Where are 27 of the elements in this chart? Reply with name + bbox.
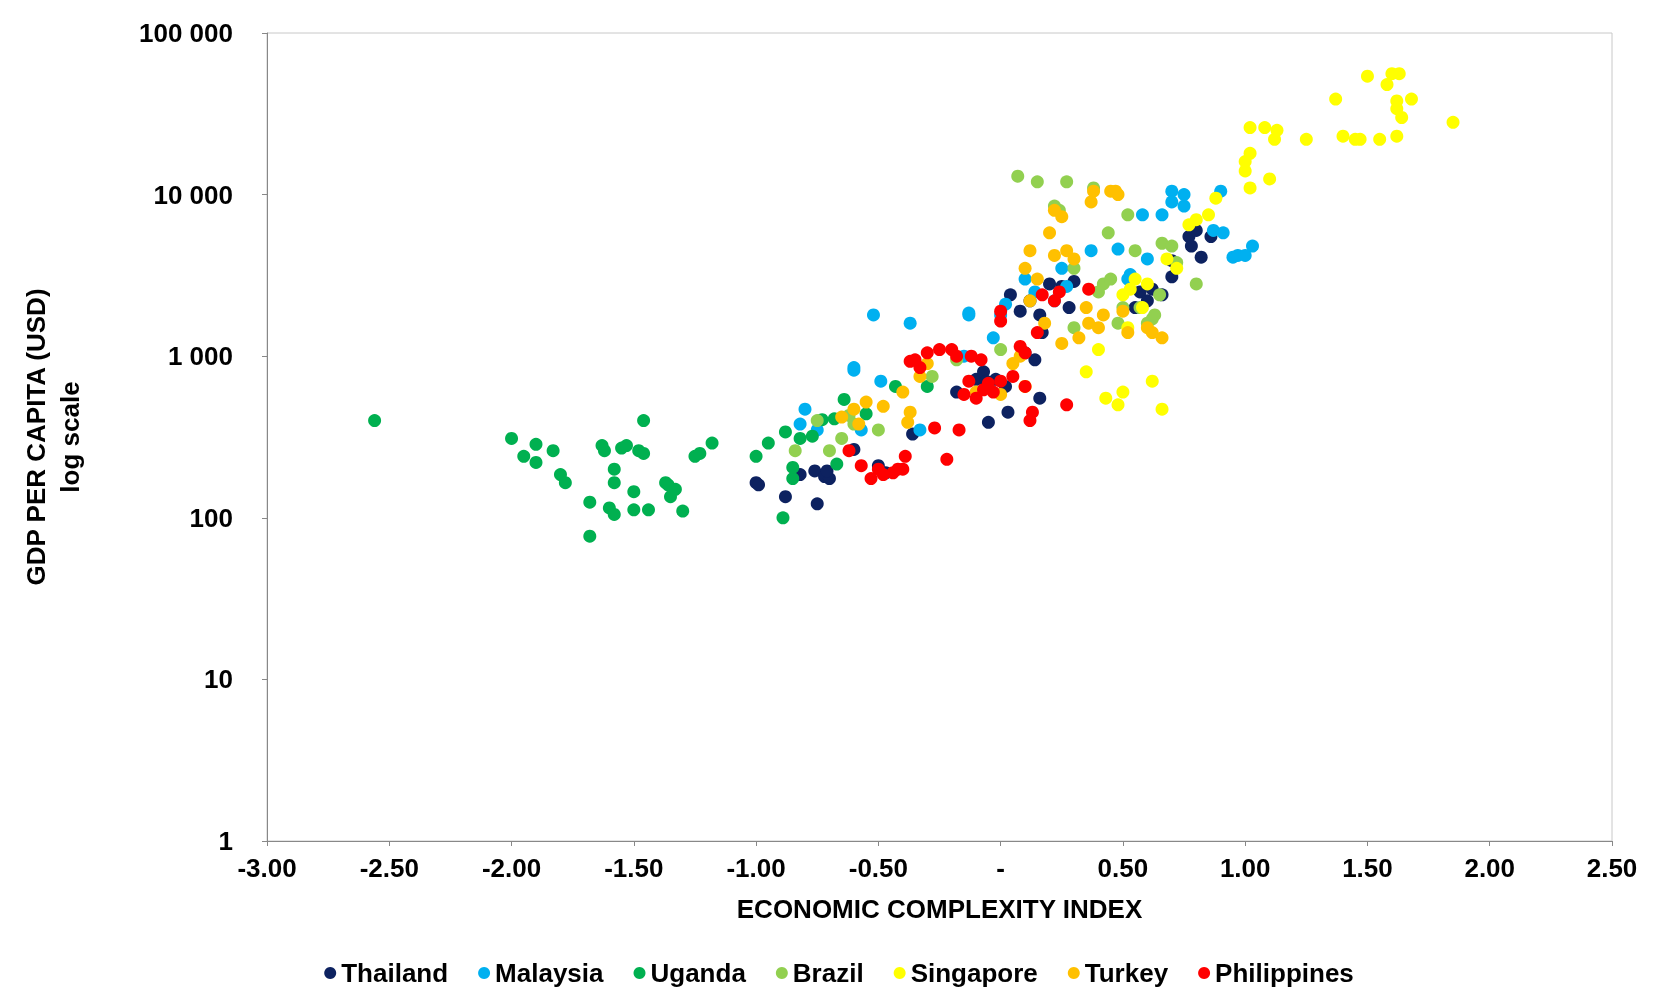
x-tick-label: -1.00: [726, 853, 786, 883]
legend-label: Turkey: [1084, 958, 1169, 988]
legend-label: Thailand: [341, 958, 449, 988]
x-tick-label: 0.50: [1097, 853, 1149, 883]
y-axis-title: GDP PER CAPITA (USD) log scale: [21, 288, 85, 586]
y-tick-label: 100: [189, 502, 233, 533]
y-tick-label: 10: [204, 664, 233, 695]
legend-label: Uganda: [650, 958, 747, 988]
legend-label: Brazil: [792, 958, 864, 988]
x-tick-label: 2.00: [1464, 853, 1516, 883]
x-axis-title: ECONOMIC COMPLEXITY INDEX: [736, 894, 1143, 924]
x-tick-label: 1.50: [1342, 853, 1393, 883]
x-tick-label: -: [996, 853, 1005, 883]
legend-label: Malaysia: [495, 958, 605, 988]
x-tick-label: -0.50: [848, 853, 908, 883]
x-tick-label: 1.00: [1219, 853, 1271, 883]
x-tick-label: -2.50: [359, 853, 419, 883]
y-tick-label: 100 000: [139, 18, 233, 48]
x-tick-label: -1.50: [604, 853, 664, 883]
x-tick-label: -2.00: [481, 853, 542, 883]
y-tick-label: 10 000: [153, 179, 233, 210]
x-tick-label: -3.00: [237, 853, 297, 883]
y-tick-label: 1: [218, 826, 233, 856]
x-tick-label: 2.50: [1586, 853, 1638, 883]
legend-label: Singapore: [910, 958, 1038, 988]
y-tick-label: 1 000: [167, 341, 233, 372]
legend-label: Philippines: [1215, 958, 1354, 988]
